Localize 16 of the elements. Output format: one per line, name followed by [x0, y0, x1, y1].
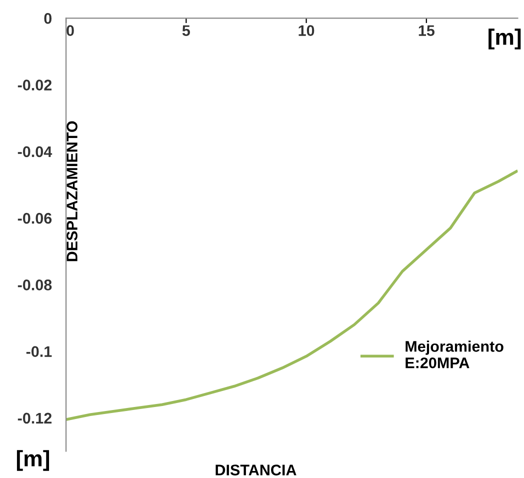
- x-tick-label: 10: [298, 25, 314, 36]
- y-tick-label: -0.06: [18, 212, 52, 224]
- x-tick-label: 15: [418, 25, 434, 36]
- text: [m]: [16, 450, 50, 471]
- y-axis-title: DESPLAZAMIENTO: [66, 121, 78, 262]
- x-tick-label: 5: [182, 25, 190, 36]
- y-tick-label: -0.1: [26, 346, 52, 357]
- y-tick-label: -0.04: [18, 146, 52, 158]
- y-tick-label: -0.12: [18, 412, 52, 424]
- annotation: [m]: [488, 28, 521, 50]
- x-tick-label: 0: [66, 25, 74, 36]
- legend-label: Mejoramiento E:20MPA: [406, 340, 504, 368]
- y-tick-label: -0.02: [18, 80, 52, 90]
- y-tick-label: -0.08: [18, 280, 52, 290]
- y-tick-label: 0: [44, 13, 52, 24]
- x-axis-title: DISTANCIA: [216, 464, 296, 476]
